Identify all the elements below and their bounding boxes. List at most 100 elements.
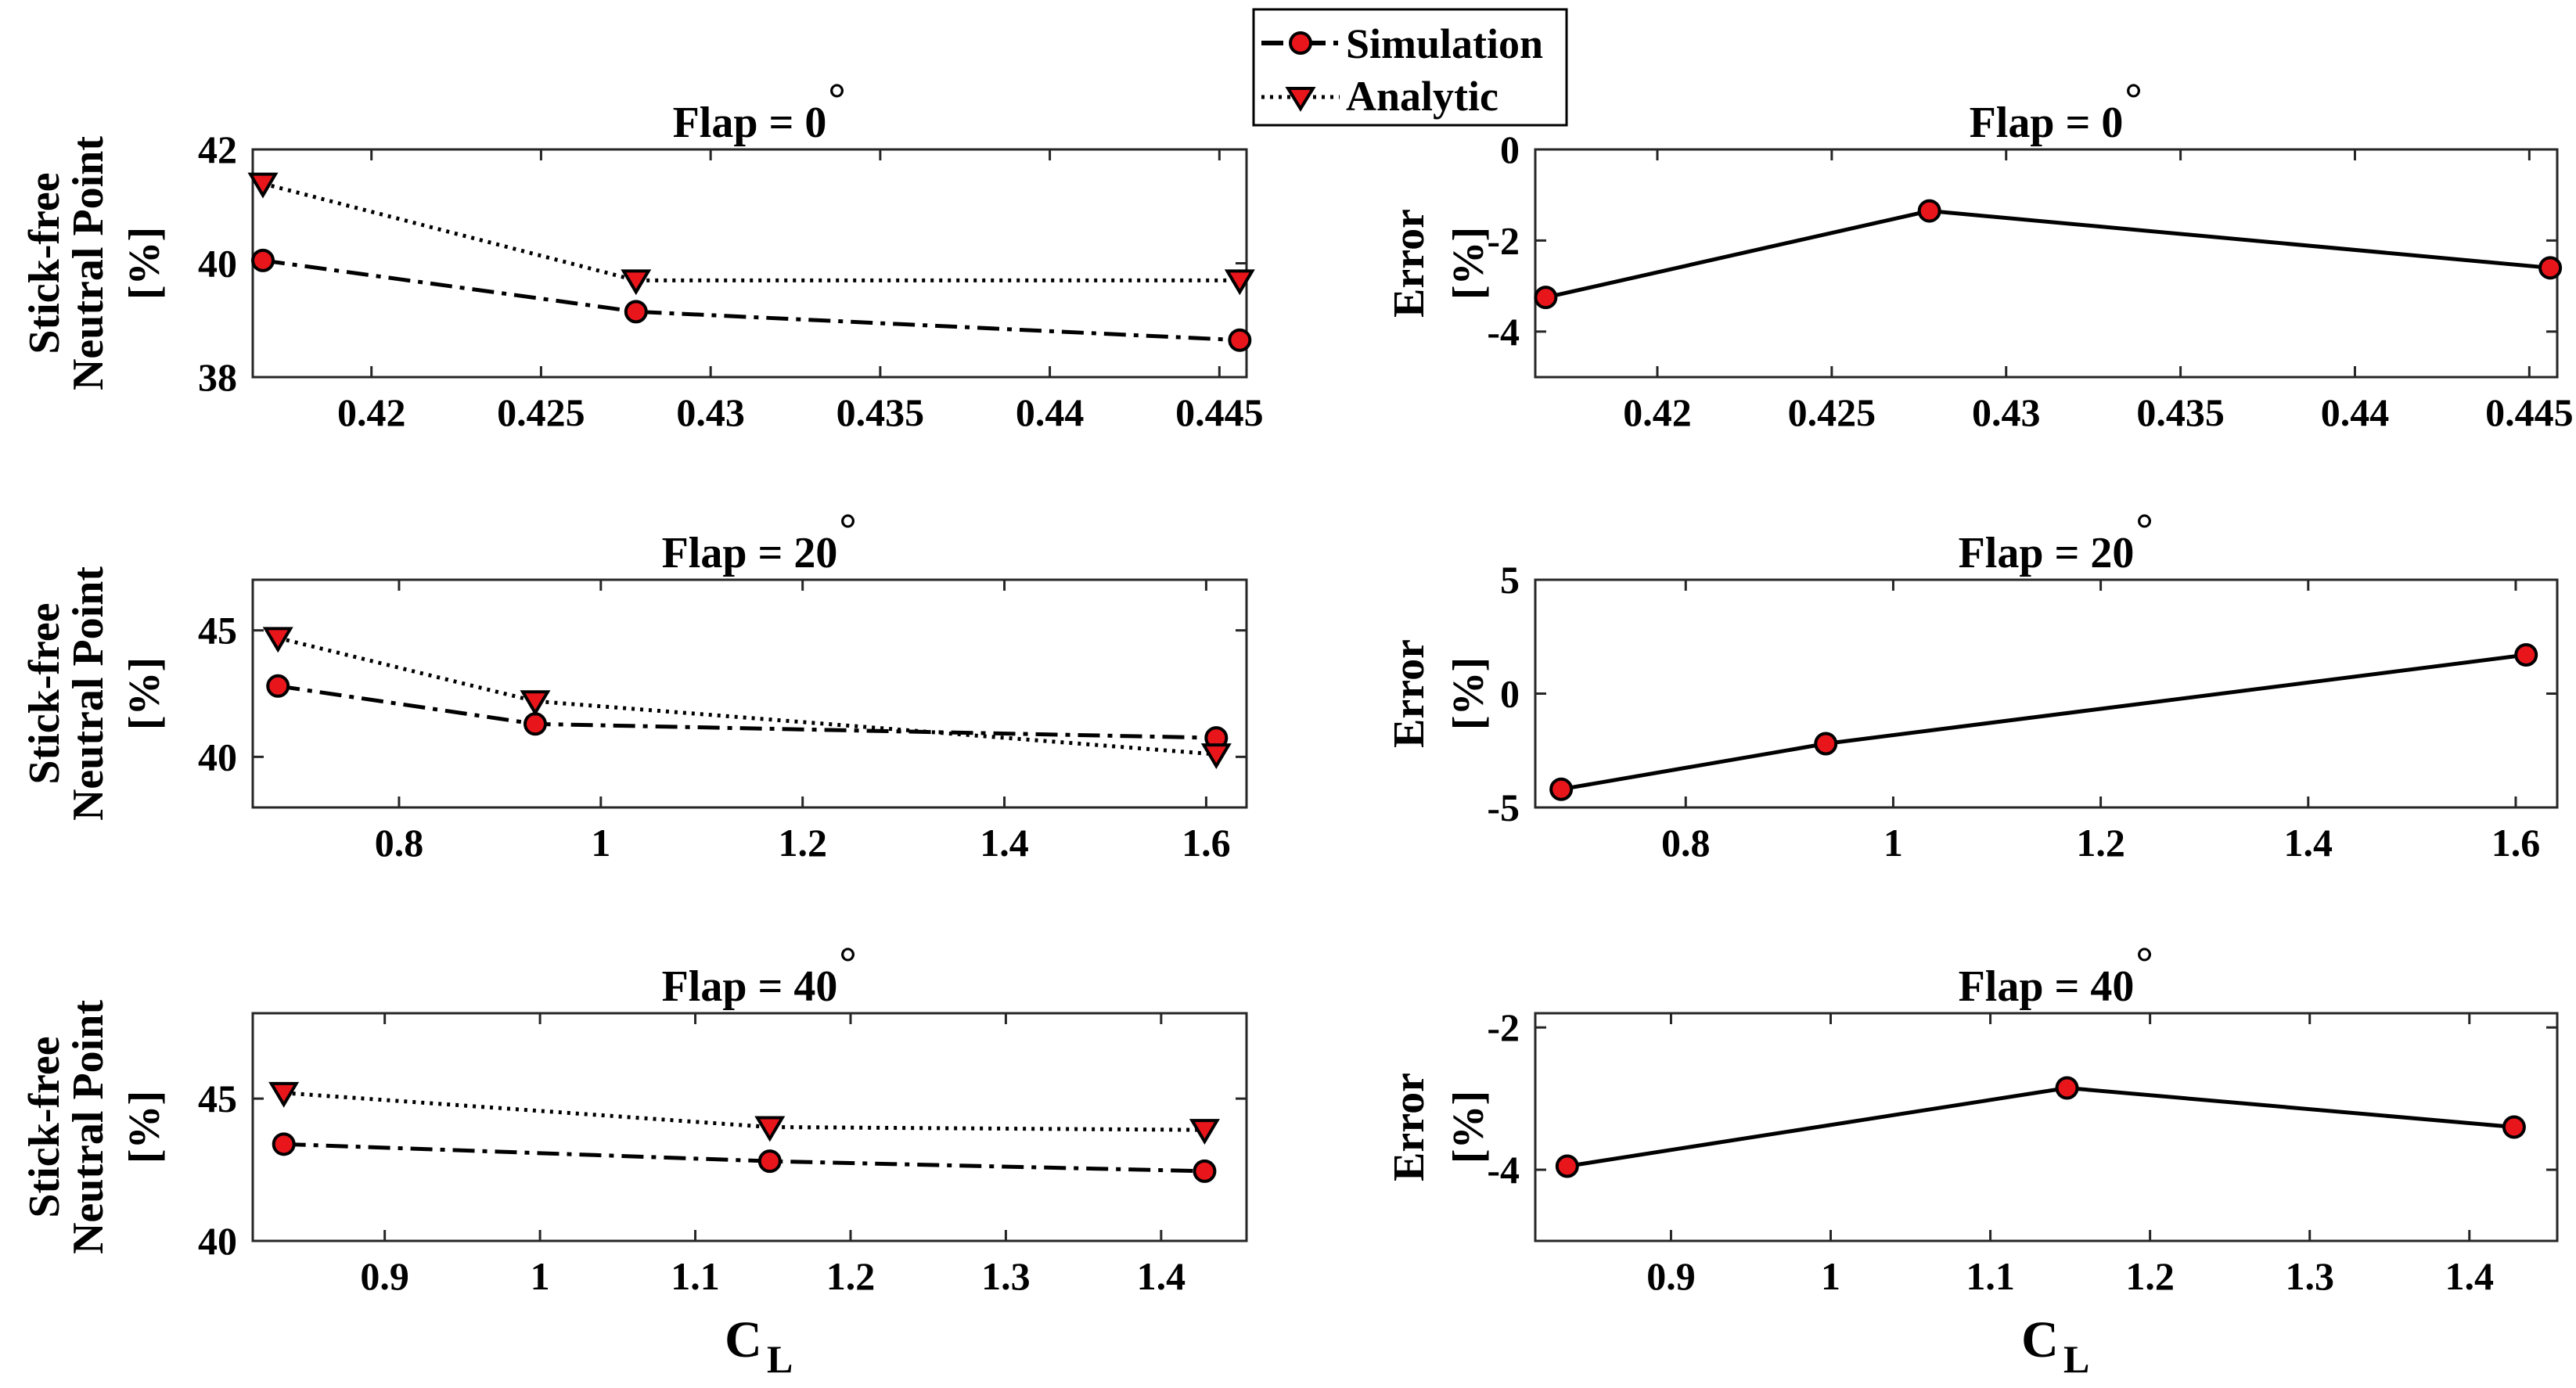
y-axis-label: [%]	[121, 657, 169, 730]
marker-simulation	[1228, 328, 1252, 352]
marker-simulation	[624, 300, 648, 324]
series-markers	[247, 172, 1255, 352]
degree-symbol: °	[2135, 505, 2153, 554]
panel-2: 0.42 0.425 0.43 0.435 0.44 0.445 -4 -2 0 Flap = 0…	[1385, 75, 2574, 434]
marker-error	[2055, 1076, 2079, 1100]
legend-label-simulation: Simulation	[1346, 20, 1543, 67]
x-tick-label: 1.3	[2285, 1254, 2334, 1298]
panel-4: 0.8 1 1.2 1.4 1.6 -5 0 5 Flap = 20 ° Error [%]	[1385, 505, 2559, 865]
x-tick-label: 1	[1821, 1254, 1840, 1298]
x-tick-label: 1.1	[1966, 1254, 2015, 1298]
panel-title: Flap = 0	[673, 99, 827, 147]
panel-title: Flap = 40	[1959, 962, 2135, 1011]
x-tick-label: 1.1	[671, 1254, 720, 1298]
legend-label-analytic: Analytic	[1346, 73, 1498, 120]
x-tick-label: 1	[1883, 821, 1903, 865]
axes-box	[1534, 1012, 2559, 1242]
x-tick-label: 1.6	[1182, 821, 1231, 865]
x-tick-label: 1	[591, 821, 610, 865]
y-tick-label: 5	[1500, 558, 1520, 602]
y-tick-label: 40	[198, 735, 237, 779]
x-tick-label: 1.2	[2125, 1254, 2175, 1298]
marker-analytic	[262, 627, 293, 653]
panel-title: Flap = 40	[662, 962, 838, 1011]
x-tick-label: 1.4	[2445, 1254, 2495, 1298]
y-tick-label: 40	[198, 1219, 237, 1263]
series-markers	[1549, 643, 2538, 801]
y-axis-label: Neutral Point	[64, 1000, 113, 1254]
x-tick-label: 0.445	[1175, 390, 1264, 434]
series-markers	[1555, 1076, 2526, 1178]
marker-analytic	[268, 1081, 300, 1108]
panel-title: Flap = 20	[662, 529, 838, 577]
panel-3: 0.8 1 1.2 1.4 1.6 40 45 Flap = 20 ° Stick-freeNeu…	[20, 505, 1248, 865]
degree-symbol: °	[828, 75, 845, 124]
y-tick-label: -2	[1487, 1005, 1520, 1049]
degree-symbol: °	[2135, 939, 2153, 987]
x-tick-label: 1.2	[2076, 821, 2125, 865]
y-axis-label: [%]	[1445, 657, 1493, 730]
y-tick-label: 38	[198, 355, 237, 399]
y-axis-label: Neutral Point	[64, 136, 113, 390]
y-tick-label: 45	[198, 1077, 237, 1120]
x-axis-label: C	[725, 1311, 762, 1368]
y-axis-label: [%]	[1445, 1091, 1493, 1163]
x-tick-label: 0.43	[1972, 390, 2041, 434]
marker-simulation	[1193, 1159, 1217, 1183]
y-axis-label: Neutral Point	[64, 566, 113, 821]
x-tick-label: 0.42	[1623, 390, 1692, 434]
series-lines	[262, 182, 1240, 343]
x-tick-label: 1.6	[2491, 821, 2541, 865]
x-tick-label: 0.435	[2136, 390, 2225, 434]
x-tick-label: 0.42	[337, 390, 406, 434]
y-tick-label: 0	[1500, 128, 1520, 171]
x-tick-label: 1.3	[981, 1254, 1031, 1298]
marker-analytic	[1200, 743, 1232, 770]
marker-simulation	[251, 248, 275, 272]
marker-analytic	[247, 172, 279, 199]
marker-analytic	[1224, 269, 1255, 296]
panel-1: 0.42 0.425 0.43 0.435 0.44 0.445 38 40 42 Flap = …	[20, 75, 1264, 434]
y-tick-label: -4	[1487, 310, 1520, 354]
marker-error	[2502, 1115, 2526, 1139]
axes-box	[251, 148, 1248, 379]
x-tick-label: 0.425	[497, 390, 585, 434]
marker-error	[1534, 286, 1558, 310]
x-tick-label: 0.8	[1661, 821, 1711, 865]
legend: Simulation Analytic	[1252, 8, 1568, 127]
y-axis-label: Error	[1385, 1073, 1434, 1181]
x-tick-label: 0.445	[2485, 390, 2574, 434]
x-axis-label: C	[2021, 1311, 2059, 1368]
marker-analytic	[1189, 1119, 1220, 1145]
y-tick-label: 42	[198, 128, 237, 171]
x-tick-label: 1.4	[1137, 1254, 1186, 1298]
x-tick-label: 1	[531, 1254, 550, 1298]
series-markers	[262, 627, 1232, 770]
marker-simulation	[523, 712, 548, 736]
x-tick-label: 0.43	[676, 390, 745, 434]
legend-box	[1252, 8, 1568, 127]
marker-error	[1555, 1154, 1579, 1178]
marker-simulation	[757, 1149, 782, 1174]
degree-symbol: °	[2124, 75, 2142, 124]
series-line-analytic	[283, 1091, 1205, 1132]
legend-marker-analytic	[1285, 87, 1316, 112]
panel-title: Flap = 20	[1959, 529, 2135, 577]
marker-error	[1917, 199, 1941, 223]
x-axis-label-subscript: L	[2063, 1337, 2089, 1381]
x-tick-label: 0.9	[1646, 1254, 1696, 1298]
x-tick-label: 0.44	[1016, 390, 1085, 434]
panel-5: 0.9 1 1.1 1.2 1.3 1.4 40 45 Flap = 40 ° Stick-free…	[20, 939, 1248, 1381]
axes-box	[251, 578, 1248, 809]
marker-simulation	[266, 674, 290, 698]
axes-box	[1534, 578, 2559, 809]
y-tick-label: 40	[198, 242, 237, 286]
y-tick-label: 0	[1500, 672, 1520, 716]
y-tick-label: 45	[198, 609, 237, 653]
marker-error	[2514, 643, 2538, 667]
panel-6: 0.9 1 1.1 1.2 1.3 1.4 -4 -2 Flap = 40 ° Error [%] C L	[1385, 939, 2559, 1381]
degree-symbol: °	[839, 505, 856, 554]
marker-analytic	[520, 690, 551, 717]
y-axis-label: Stick-free	[20, 172, 69, 354]
